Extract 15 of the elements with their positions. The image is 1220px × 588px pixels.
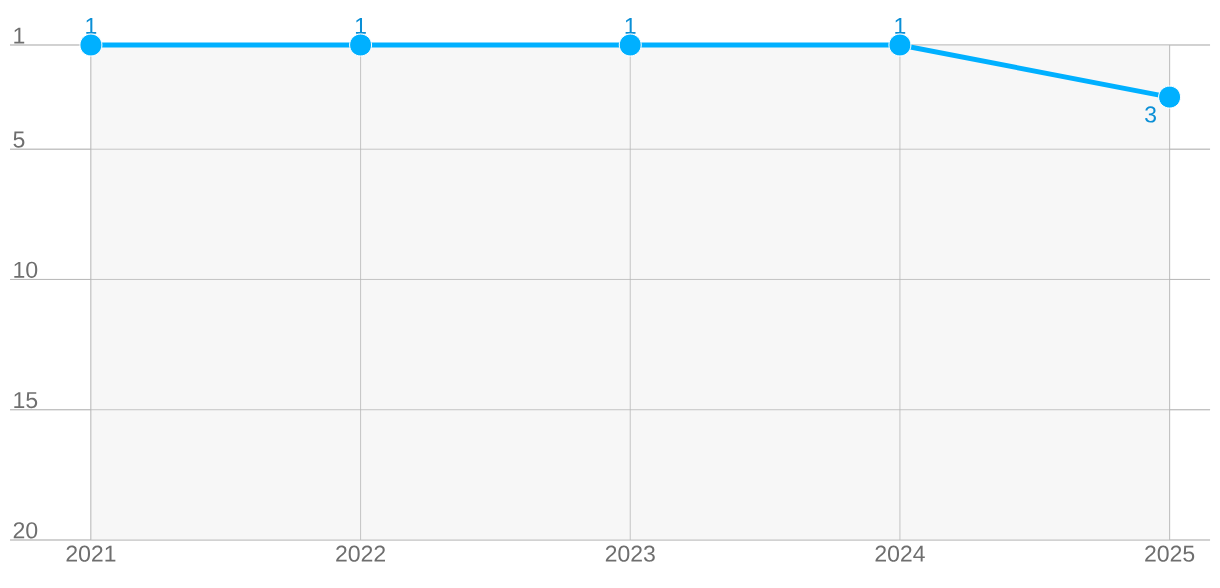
y-tick-label: 5	[13, 131, 25, 148]
x-tick-label: 2021	[66, 545, 116, 562]
data-label: 1	[355, 17, 366, 34]
y-tick-label: 20	[13, 522, 38, 539]
y-tick-label: 15	[14, 392, 38, 409]
x-tick-label: 2024	[875, 545, 925, 562]
data-label: 1	[86, 17, 97, 34]
y-tick-label: 1	[14, 27, 25, 44]
data-label: 1	[625, 17, 636, 34]
x-tick-label: 2022	[336, 545, 385, 562]
data-label: 1	[895, 17, 906, 34]
y-tick-label: 10	[14, 261, 38, 278]
x-tick-label: 2023	[605, 545, 655, 562]
data-label: 3	[1145, 106, 1156, 123]
x-tick-label: 2025	[1145, 545, 1195, 562]
